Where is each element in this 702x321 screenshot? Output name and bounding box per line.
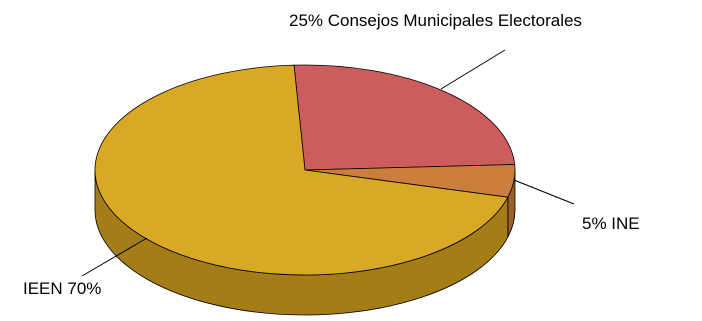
pie-slices [94,64,516,316]
leader-line-consejos [440,49,506,90]
slice-top-ieen [94,64,509,276]
slice-label-consejos: 25% Consejos Municipales Electorales [289,11,582,30]
slice-labels: 25% Consejos Municipales Electorales 5% … [23,11,640,298]
slice-label-ine: 5% INE [582,214,640,233]
leader-line-ine [513,179,575,205]
slice-label-ieen: IEEN 70% [23,279,101,298]
leader-line-ieen [81,237,148,277]
leader-lines [81,49,575,277]
slice-top-consejos [293,64,516,171]
